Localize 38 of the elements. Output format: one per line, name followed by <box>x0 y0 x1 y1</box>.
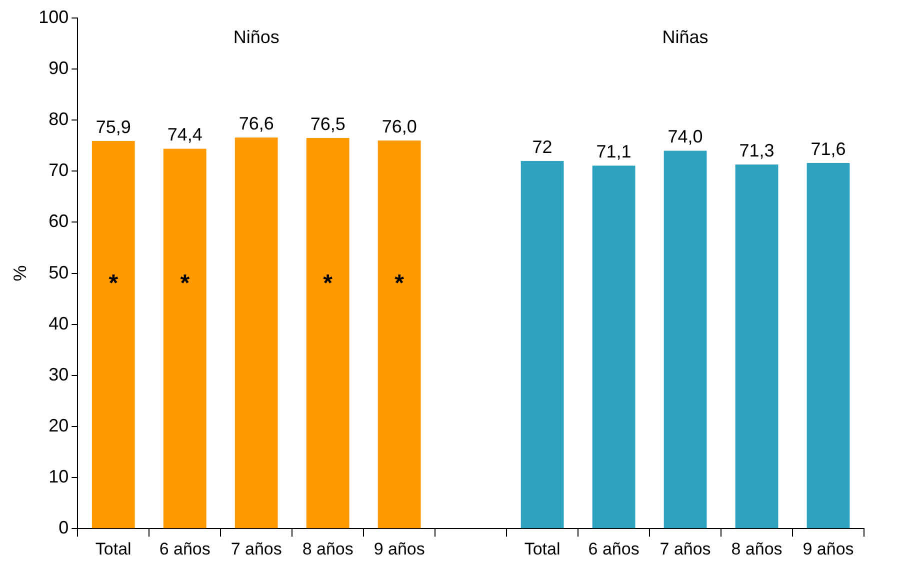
y-tick-label: 100 <box>38 6 69 27</box>
annotation: * <box>108 270 119 298</box>
data-label: 71,6 <box>810 138 846 159</box>
data-label: 75,9 <box>96 117 131 138</box>
x-tick-label: 7 años <box>660 539 711 558</box>
y-tick-label: 20 <box>48 415 69 436</box>
annotation: * <box>394 270 405 298</box>
y-tick-label: 50 <box>48 262 69 282</box>
x-tick-label: Total <box>524 539 560 558</box>
x-tick-label: 6 años <box>588 539 640 558</box>
y-tick-label: 70 <box>48 160 69 180</box>
data-label: 74,0 <box>668 126 703 147</box>
x-tick-label: 9 años <box>374 539 425 558</box>
x-tick-label: 8 años <box>731 539 782 558</box>
y-tick-label: 80 <box>48 109 69 130</box>
data-label: 76,0 <box>382 116 417 137</box>
y-tick-label: 90 <box>48 58 69 78</box>
y-tick-label: 30 <box>48 364 69 384</box>
y-tick-label: 40 <box>48 313 69 334</box>
y-tick-label: 0 <box>58 518 69 538</box>
annotation: Niñas <box>662 26 708 47</box>
y-tick-label: 60 <box>48 211 69 232</box>
data-label: 76,6 <box>238 113 274 134</box>
x-tick-label: Total <box>95 539 132 558</box>
annotation: * <box>323 270 334 298</box>
data-label: 71,1 <box>596 142 632 162</box>
data-label: 71,3 <box>739 140 774 161</box>
x-tick-label: 6 años <box>159 539 210 558</box>
data-label: 72 <box>532 136 552 157</box>
y-axis-title: % <box>10 265 30 282</box>
data-label: 76,5 <box>310 114 346 134</box>
data-label: 74,4 <box>167 124 202 145</box>
x-tick-label: 8 años <box>302 539 354 558</box>
x-tick-label: 7 años <box>230 539 282 558</box>
y-tick-label: 10 <box>48 466 69 487</box>
annotation: * <box>180 270 190 298</box>
annotation: Niños <box>233 26 280 47</box>
x-tick-label: 9 años <box>802 539 854 558</box>
